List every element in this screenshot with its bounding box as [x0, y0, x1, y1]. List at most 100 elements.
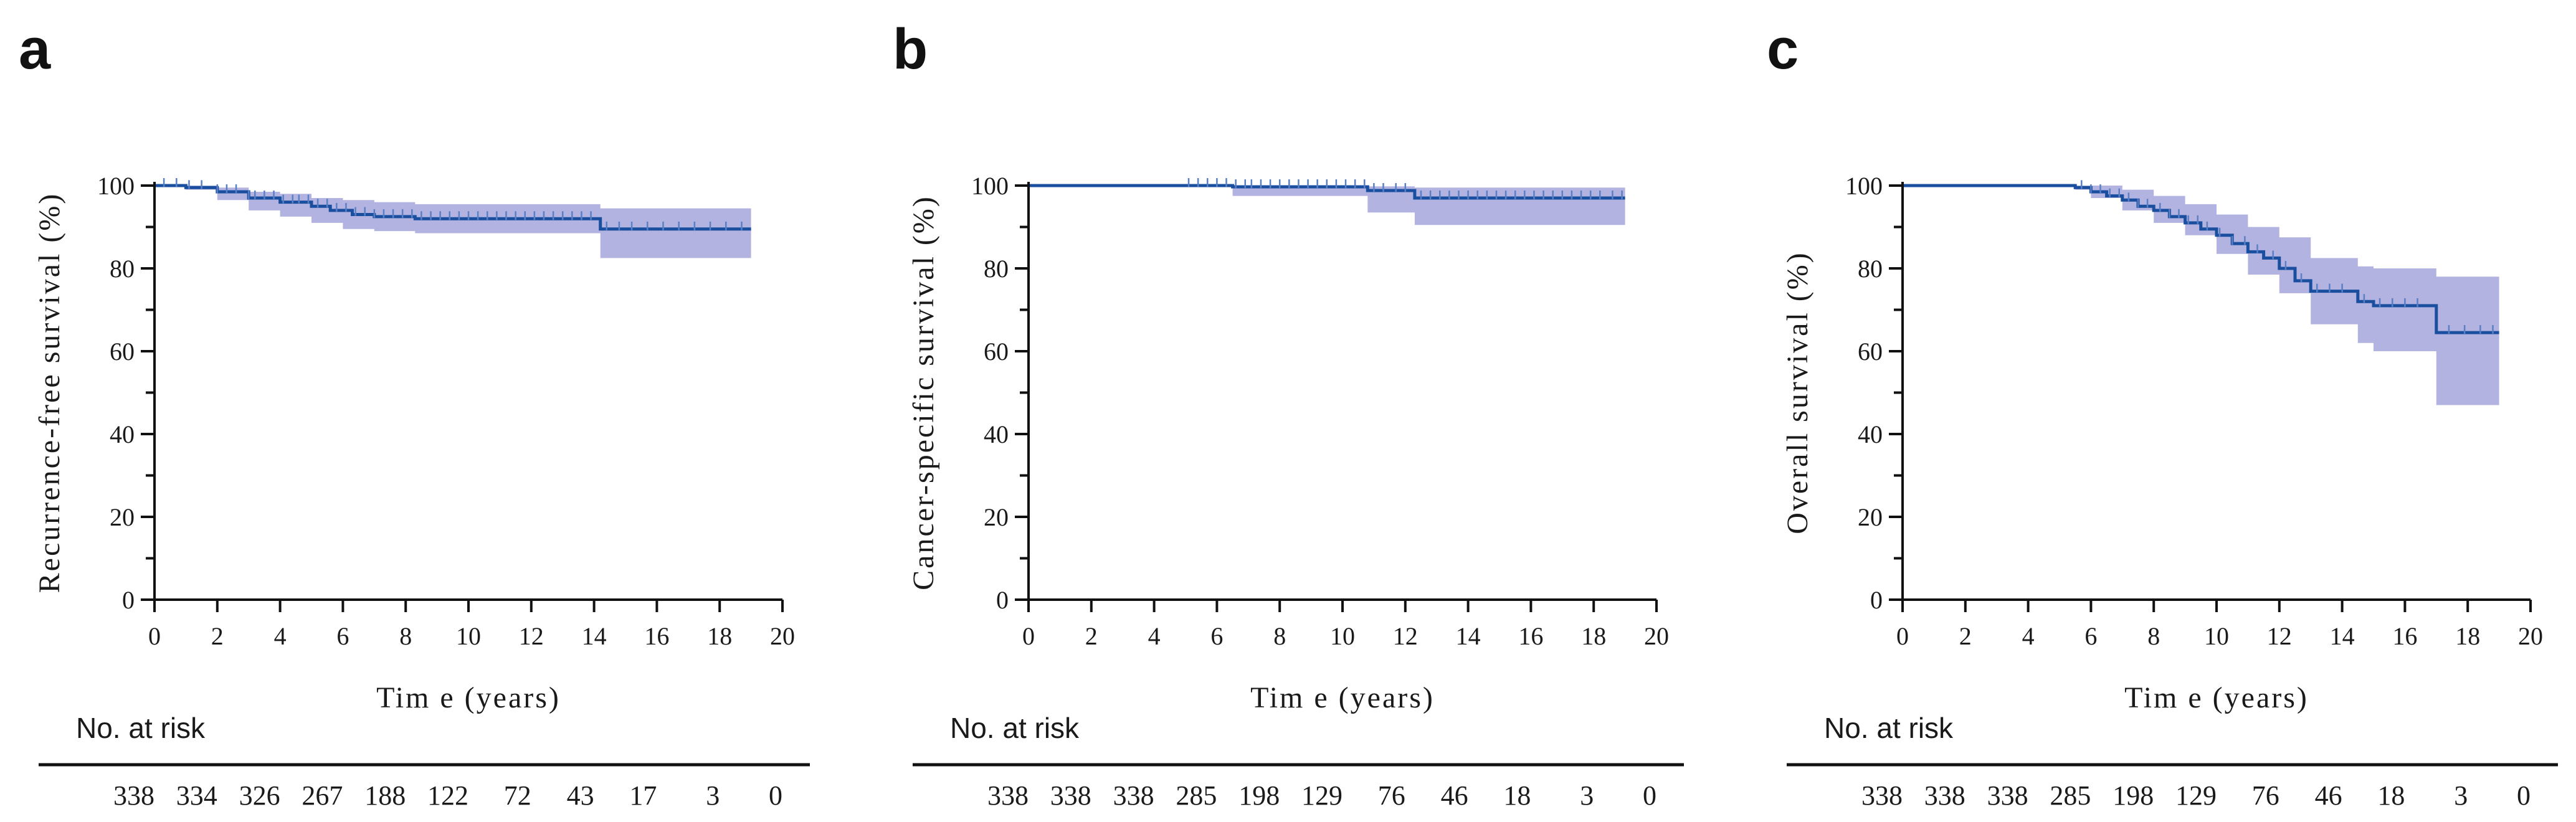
x-tick-label: 10	[2204, 622, 2229, 650]
risk-number: 198	[2113, 780, 2154, 811]
x-tick-label: 16	[644, 622, 669, 650]
y-tick-label: 80	[110, 255, 135, 283]
survival-line	[1903, 184, 2499, 334]
x-axis-title: Tim e (years)	[1250, 681, 1435, 714]
y-tick-label: 100	[971, 172, 1009, 200]
risk-number: 18	[2377, 780, 2405, 811]
x-tick-label: 16	[2392, 622, 2417, 650]
risk-number: 334	[176, 780, 217, 811]
confidence-band	[1903, 186, 2499, 405]
y-tick-label: 40	[984, 420, 1009, 448]
confidence-band	[1029, 186, 1625, 225]
y-tick-label: 40	[110, 420, 135, 448]
risk-number: 198	[1238, 780, 1280, 811]
risk-number: 3	[706, 780, 720, 811]
y-tick-label: 40	[1858, 420, 1883, 448]
risk-table-title: No. at risk	[76, 712, 206, 744]
risk-number: 267	[302, 780, 343, 811]
risk-number: 338	[1924, 780, 1965, 811]
y-tick-label: 0	[1870, 586, 1883, 614]
x-tick-label: 12	[519, 622, 544, 650]
x-tick-label: 20	[770, 622, 795, 650]
x-tick-label: 16	[1518, 622, 1543, 650]
y-tick-label: 100	[1845, 172, 1883, 200]
risk-number: 18	[1503, 780, 1531, 811]
x-tick-label: 6	[2084, 622, 2097, 650]
y-axis-title: Overall survival (%)	[1781, 251, 1814, 534]
risk-number: 326	[239, 780, 280, 811]
x-tick-label: 20	[1644, 622, 1669, 650]
risk-table-title: No. at risk	[950, 712, 1080, 744]
risk-number: 3	[2454, 780, 2468, 811]
y-tick-label: 0	[996, 586, 1009, 614]
risk-number: 338	[113, 780, 154, 811]
risk-number: 338	[1987, 780, 2028, 811]
risk-number: 72	[504, 780, 531, 811]
x-tick-label: 0	[1022, 622, 1035, 650]
x-tick-label: 12	[1393, 622, 1418, 650]
x-tick-label: 14	[2330, 622, 2355, 650]
y-axis-title: Recurrence-free survival (%)	[33, 192, 66, 593]
risk-number: 0	[1643, 780, 1656, 811]
risk-number: 17	[629, 780, 657, 811]
x-tick-label: 14	[1456, 622, 1481, 650]
y-axis-title: Cancer-specific survival (%)	[907, 195, 940, 590]
risk-number: 338	[1113, 780, 1154, 811]
x-tick-label: 0	[1896, 622, 1909, 650]
x-tick-label: 8	[399, 622, 412, 650]
x-axis-title: Tim e (years)	[2124, 681, 2309, 714]
x-tick-label: 18	[707, 622, 732, 650]
x-tick-label: 18	[2455, 622, 2480, 650]
x-tick-label: 20	[2518, 622, 2543, 650]
x-tick-label: 2	[1959, 622, 1972, 650]
x-tick-label: 4	[2022, 622, 2035, 650]
y-tick-label: 20	[1858, 503, 1883, 531]
x-tick-label: 6	[336, 622, 349, 650]
x-tick-label: 4	[1148, 622, 1161, 650]
y-tick-label: 60	[984, 338, 1009, 366]
x-tick-label: 14	[582, 622, 607, 650]
panel-letter: a	[19, 17, 51, 81]
risk-number: 43	[567, 780, 594, 811]
confidence-band	[154, 186, 751, 258]
risk-number: 76	[1378, 780, 1405, 811]
x-tick-label: 0	[148, 622, 161, 650]
x-tick-label: 4	[274, 622, 287, 650]
risk-number: 122	[427, 780, 468, 811]
risk-number: 338	[1050, 780, 1091, 811]
y-tick-label: 20	[984, 503, 1009, 531]
x-tick-label: 18	[1581, 622, 1606, 650]
x-tick-label: 2	[1085, 622, 1098, 650]
y-tick-label: 0	[122, 586, 135, 614]
risk-number: 0	[769, 780, 782, 811]
risk-number: 0	[2517, 780, 2531, 811]
y-tick-label: 60	[110, 338, 135, 366]
risk-number: 76	[2252, 780, 2279, 811]
x-tick-label: 12	[2267, 622, 2292, 650]
risk-table-title: No. at risk	[1824, 712, 1954, 744]
panel-letter: c	[1767, 17, 1799, 81]
x-axis-title: Tim e (years)	[376, 681, 561, 714]
x-tick-label: 6	[1210, 622, 1223, 650]
risk-number: 3	[1580, 780, 1594, 811]
x-tick-label: 8	[1273, 622, 1286, 650]
panel-a: a 0 20 40 60 80 100 0 2 4 6 8 10 12 14 16 18 20 Tim e (yea…	[19, 17, 810, 811]
risk-number: 285	[1176, 780, 1217, 811]
risk-number: 129	[1301, 780, 1343, 811]
x-tick-label: 8	[2147, 622, 2160, 650]
y-tick-label: 20	[110, 503, 135, 531]
y-tick-label: 100	[97, 172, 135, 200]
x-tick-label: 10	[1330, 622, 1355, 650]
y-tick-label: 60	[1858, 338, 1883, 366]
x-tick-label: 10	[456, 622, 481, 650]
risk-number: 188	[364, 780, 406, 811]
risk-number: 338	[1861, 780, 1903, 811]
panel-letter: b	[893, 17, 928, 81]
risk-number: 46	[2315, 780, 2342, 811]
risk-number: 338	[987, 780, 1029, 811]
risk-number: 46	[1441, 780, 1468, 811]
risk-number: 285	[2050, 780, 2091, 811]
